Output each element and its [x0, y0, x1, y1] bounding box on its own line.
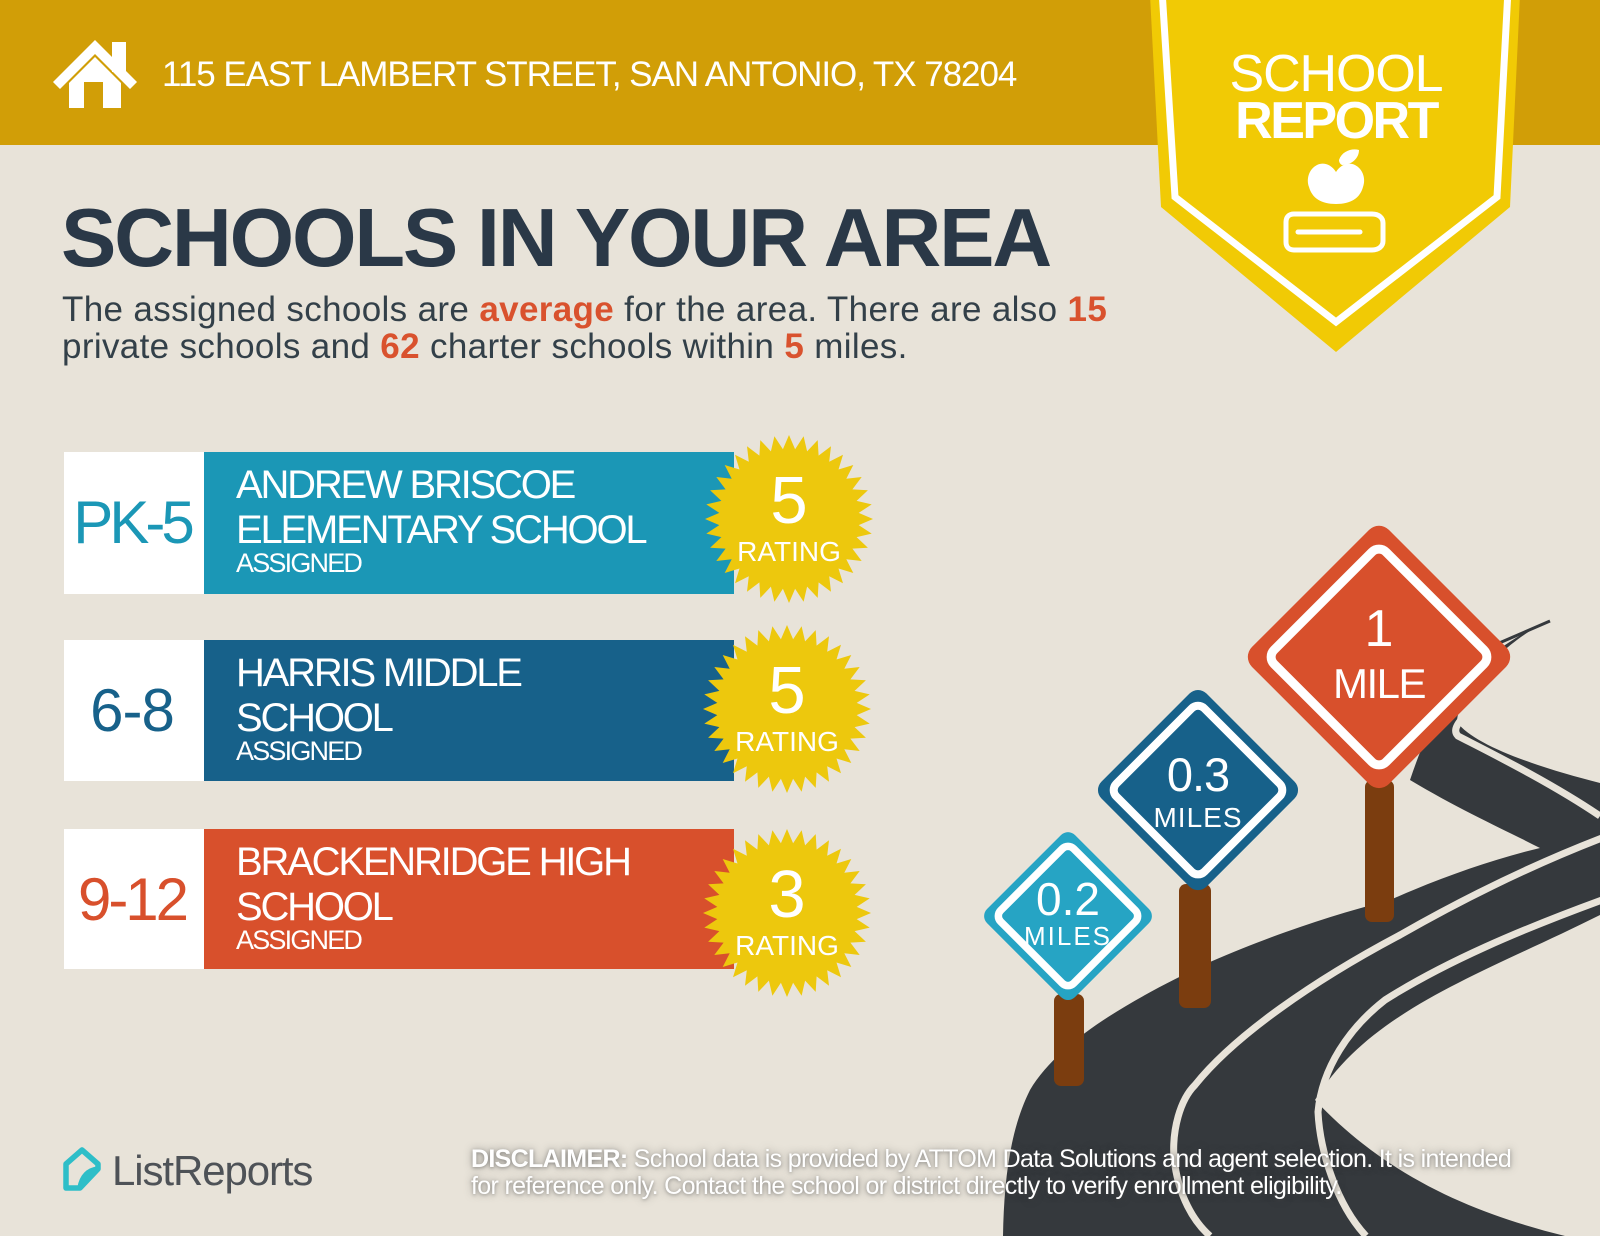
svg-text:MILE: MILE: [1333, 660, 1426, 707]
svg-text:MILES: MILES: [1024, 921, 1112, 951]
svg-text:0.2: 0.2: [1036, 873, 1100, 925]
svg-text:MILES: MILES: [1153, 802, 1242, 833]
svg-text:1: 1: [1365, 600, 1394, 658]
svg-text:0.3: 0.3: [1167, 748, 1229, 801]
